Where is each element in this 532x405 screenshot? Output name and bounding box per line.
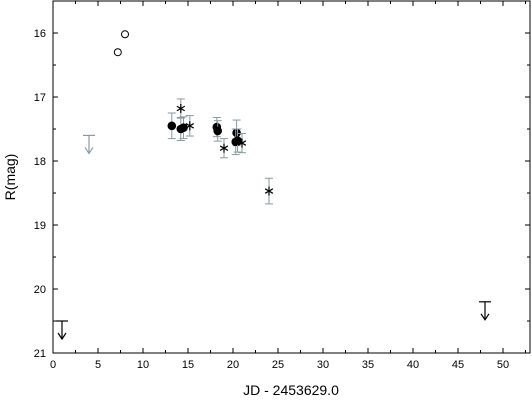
y-tick-label: 17 <box>34 92 46 104</box>
filled-circle-point <box>232 128 241 138</box>
asterisk-point <box>237 138 247 148</box>
open-circle-point <box>121 30 129 39</box>
asterisk-stroke <box>176 105 185 112</box>
y-tick-label: 18 <box>34 156 46 168</box>
plot-frame <box>52 0 531 354</box>
open-circle-point <box>113 48 122 57</box>
y-tick-label: 20 <box>34 284 46 296</box>
asterisk-stroke <box>185 123 194 129</box>
data-marks <box>56 30 491 341</box>
upper-limit-arrow <box>479 301 491 321</box>
y-tick-label: 21 <box>34 348 46 360</box>
x-tick-label: 30 <box>317 359 329 371</box>
x-tick-label: 25 <box>272 359 284 371</box>
x-tick-label: 35 <box>362 359 374 371</box>
asterisk-point <box>185 121 194 131</box>
y-tick-label: 19 <box>34 220 46 232</box>
asterisk-point <box>264 186 274 196</box>
asterisk-stroke <box>264 188 274 194</box>
asterisk-stroke <box>237 140 247 146</box>
filled-circle-point <box>213 126 222 136</box>
x-tick-label: 10 <box>137 359 149 371</box>
axis-ticks: 0 5 10 15 20 25 30 35 40 45 50 16 17 18 19 20 21 <box>34 0 530 371</box>
filled-circle-point <box>233 136 242 145</box>
x-tick-label: 45 <box>452 359 464 371</box>
asterisk-point <box>176 104 185 114</box>
upper-limit-arrow <box>83 134 95 155</box>
y-axis-label: R(mag) <box>2 154 18 201</box>
x-axis-label: JD - 2453629.0 <box>243 382 339 398</box>
y-tick-label: 16 <box>34 28 46 40</box>
limit-arrowhead <box>480 313 490 321</box>
x-tick-label: 0 <box>50 359 56 371</box>
x-tick-label: 50 <box>497 359 509 371</box>
filled-circle-point <box>167 121 177 131</box>
asterisk-stroke <box>219 145 229 151</box>
x-tick-label: 20 <box>227 359 239 371</box>
x-tick-label: 5 <box>95 359 101 371</box>
upper-limit-arrow <box>56 320 68 341</box>
limit-arrowhead <box>84 147 94 155</box>
asterisk-point <box>219 143 229 153</box>
x-tick-label: 40 <box>407 359 419 371</box>
x-tick-label: 15 <box>182 359 194 371</box>
limit-arrowhead <box>57 332 67 341</box>
